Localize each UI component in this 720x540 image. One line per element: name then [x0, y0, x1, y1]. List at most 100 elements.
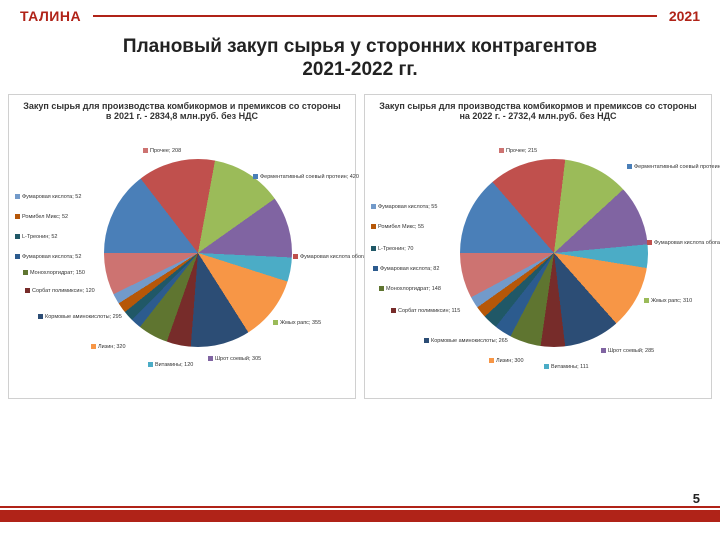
legend-text: Кормовые аминокислоты; 265 [431, 338, 508, 344]
legend-bullet [293, 254, 298, 259]
legend-text: Шрот соевый; 305 [215, 356, 261, 362]
chart-title-2022: Закуп сырья для производства комбикормов… [369, 101, 707, 123]
legend-text: Шрот соевый; 285 [608, 348, 654, 354]
pie-slice-label: Ферментативный соевый протеин; 420 [253, 174, 359, 180]
chart-title-2021: Закуп сырья для производства комбикормов… [13, 101, 351, 123]
legend-text: Фумаровая кислота; 52 [22, 194, 81, 200]
legend-bullet [373, 266, 378, 271]
page-title: Плановый закуп сырья у сторонних контраг… [0, 28, 720, 94]
pie-slice-label: Витамины; 111 [544, 364, 589, 370]
title-line2: 2021-2022 гг. [30, 59, 690, 82]
pie-slice-label: Витамины; 120 [148, 362, 193, 368]
legend-bullet [601, 348, 606, 353]
title-line1: Плановый закуп сырья у сторонних контраг… [30, 36, 690, 59]
legend-text: Сорбат полимиксин; 115 [398, 308, 460, 314]
legend-text: Ферментативный соевый протеин; 420 [260, 174, 359, 180]
pie-disc [459, 158, 649, 348]
pie-slice-label: Кормовые аминокислоты; 265 [424, 338, 508, 344]
legend-bullet [15, 194, 20, 199]
legend-text: Ферментативный соевый протеин; 375 [634, 164, 720, 170]
legend-bullet [208, 356, 213, 361]
legend-bullet [25, 288, 30, 293]
legend-bullet [15, 214, 20, 219]
legend-text: Жмых рапс; 355 [280, 320, 321, 326]
legend-bullet [647, 240, 652, 245]
legend-text: Лизин; 300 [496, 358, 524, 364]
legend-text: Прочее; 208 [150, 148, 181, 154]
legend-bullet [38, 314, 43, 319]
charts-row: Закуп сырья для производства комбикормов… [0, 94, 720, 400]
pie-slice-label: Жмых рапс; 310 [644, 298, 692, 304]
header-year: 2021 [669, 8, 700, 24]
pie-slice-label: Ромибел Микс; 52 [15, 214, 68, 220]
legend-bullet [644, 298, 649, 303]
legend-text: Прочее; 215 [506, 148, 537, 154]
legend-text: Витамины; 120 [155, 362, 193, 368]
legend-bullet [91, 344, 96, 349]
legend-text: Фумаровая кислота обогащенная минералами… [654, 240, 720, 246]
pie-slice-label: Жмых рапс; 355 [273, 320, 321, 326]
legend-bullet [627, 164, 632, 169]
legend-text: Фумаровая кислота; 82 [380, 266, 439, 272]
legend-bullet [143, 148, 148, 153]
footer-bar [0, 510, 720, 522]
pie-slice-label: Ферментативный соевый протеин; 375 [627, 164, 720, 170]
pie-slice-label: L-Треонин; 70 [371, 246, 413, 252]
pie-slice-label: Фумаровая кислота; 55 [371, 204, 437, 210]
legend-bullet [15, 234, 20, 239]
legend-text: Витамины; 111 [551, 364, 589, 370]
legend-bullet [371, 224, 376, 229]
legend-text: L-Треонин; 52 [22, 234, 57, 240]
legend-bullet [391, 308, 396, 313]
legend-bullet [424, 338, 429, 343]
pie-slice-label: Кормовые аминокислоты; 295 [38, 314, 122, 320]
chart-panel-2021: Закуп сырья для производства комбикормов… [8, 94, 356, 400]
legend-bullet [23, 270, 28, 275]
legend-bullet [253, 174, 258, 179]
legend-text: Кормовые аминокислоты; 295 [45, 314, 122, 320]
logo: ТАЛИНА [20, 8, 81, 24]
legend-text: Монохлоргидрат; 150 [30, 270, 85, 276]
legend-text: L-Треонин; 70 [378, 246, 413, 252]
legend-bullet [499, 148, 504, 153]
chart-panel-2022: Закуп сырья для производства комбикормов… [364, 94, 712, 400]
legend-bullet [15, 254, 20, 259]
legend-text: Сорбат полимиксин; 120 [32, 288, 95, 294]
legend-text: Монохлоргидрат; 148 [386, 286, 441, 292]
pie-slice-label: Сорбат полимиксин; 120 [25, 288, 95, 294]
pie-slice-label: Лизин; 320 [91, 344, 126, 350]
legend-bullet [489, 358, 494, 363]
legend-bullet [273, 320, 278, 325]
pie-disc [103, 158, 293, 348]
legend-bullet [544, 364, 549, 369]
pie-slice-label: Фумаровая кислота; 52 [15, 194, 81, 200]
legend-bullet [371, 204, 376, 209]
pie-slice-label: Ромибел Микс; 55 [371, 224, 424, 230]
pie-slice-label: Монохлоргидрат; 148 [379, 286, 441, 292]
pie-slice-label: Прочее; 208 [143, 148, 181, 154]
pie-slice-label: Шрот соевый; 285 [601, 348, 654, 354]
pie-slice-label: Лизин; 300 [489, 358, 524, 364]
legend-bullet [371, 246, 376, 251]
legend-bullet [379, 286, 384, 291]
legend-text: Ромибел Микс; 55 [378, 224, 424, 230]
pie-chart-2021: Ферментативный соевый протеин; 420Фумаро… [13, 128, 351, 388]
page-number: 5 [693, 491, 700, 506]
legend-bullet [148, 362, 153, 367]
pie-slice-label: Фумаровая кислота обогащенная минералами… [647, 240, 720, 246]
header: ТАЛИНА 2021 [0, 0, 720, 28]
pie-slice-label: L-Треонин; 52 [15, 234, 57, 240]
pie-slice-label: Сорбат полимиксин; 115 [391, 308, 460, 314]
legend-text: Фумаровая кислота; 52 [22, 254, 81, 260]
pie-slice-label: Фумаровая кислота; 82 [373, 266, 439, 272]
pie-slice-label: Шрот соевый; 305 [208, 356, 261, 362]
pie-slice-label: Прочее; 215 [499, 148, 537, 154]
pie-slice-label: Фумаровая кислота; 52 [15, 254, 81, 260]
pie-slice-label: Монохлоргидрат; 150 [23, 270, 85, 276]
legend-text: Ромибел Микс; 52 [22, 214, 68, 220]
legend-text: Лизин; 320 [98, 344, 126, 350]
header-rule [93, 15, 657, 17]
pie-chart-2022: Ферментативный соевый протеин; 375Фумаро… [369, 128, 707, 388]
legend-text: Фумаровая кислота; 55 [378, 204, 437, 210]
legend-text: Жмых рапс; 310 [651, 298, 692, 304]
